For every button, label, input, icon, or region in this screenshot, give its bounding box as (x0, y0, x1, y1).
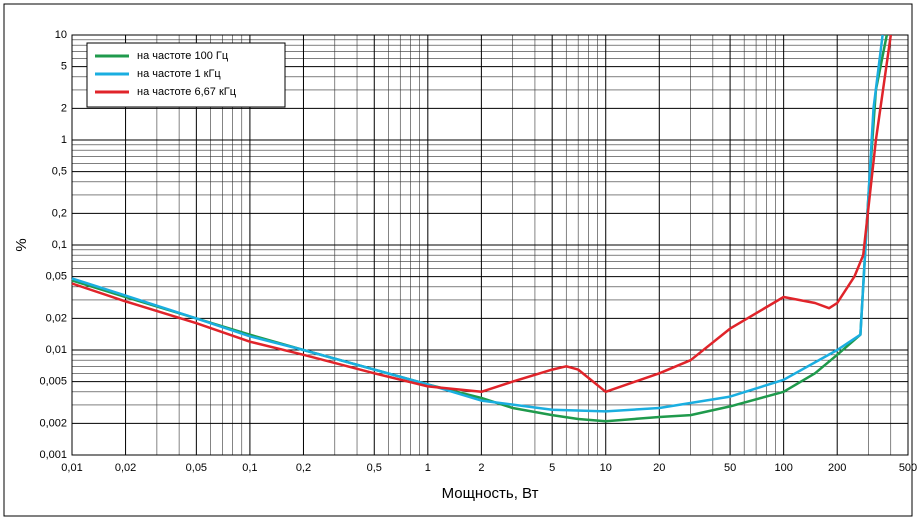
y-tick-label: 2 (61, 102, 67, 114)
legend-label: на частоте 100 Гц (137, 50, 229, 62)
y-tick-label: 0,002 (39, 417, 67, 429)
y-tick-label: 1 (61, 134, 67, 146)
x-tick-label: 5 (549, 462, 555, 474)
y-tick-label: 0,2 (52, 207, 67, 219)
y-tick-label: 0,05 (46, 271, 67, 283)
line-series (71, 34, 893, 394)
x-tick-label: 0,5 (367, 462, 382, 474)
x-tick-label: 2 (478, 462, 484, 474)
y-tick-label: 5 (61, 61, 67, 73)
legend: на частоте 100 Гц на частоте 1 кГц на част… (86, 42, 286, 108)
x-axis-label: Мощность, Вт (442, 485, 539, 502)
x-tick-label: 20 (653, 462, 665, 474)
y-tick-label: 0,1 (52, 239, 67, 251)
legend-label: на частоте 1 кГц (137, 68, 221, 80)
x-tick-label: 100 (774, 462, 792, 474)
y-tick-label: 10 (55, 29, 67, 41)
x-tick-label: 0,01 (61, 462, 82, 474)
x-tick-label: 200 (828, 462, 846, 474)
x-tick-label: 0,05 (186, 462, 207, 474)
y-axis-label: % (13, 238, 30, 251)
y-tick-label: 0,5 (52, 166, 67, 178)
x-tick-label: 500 (899, 462, 917, 474)
x-tick-label: 1 (425, 462, 431, 474)
x-tick-label: 50 (724, 462, 736, 474)
line-series (71, 34, 884, 413)
legend-label: на частоте 6,67 кГц (137, 86, 237, 98)
frame (3, 3, 913, 517)
x-tick-label: 0,2 (296, 462, 311, 474)
x-tick-label: 0,1 (242, 462, 257, 474)
y-tick-label: 0,001 (39, 449, 67, 461)
y-tick-label: 0,02 (46, 312, 67, 324)
y-tick-label: 0,01 (46, 344, 67, 356)
y-tick-label: 0,005 (39, 376, 67, 388)
x-tick-label: 0,02 (115, 462, 136, 474)
x-tick-label: 10 (600, 462, 612, 474)
